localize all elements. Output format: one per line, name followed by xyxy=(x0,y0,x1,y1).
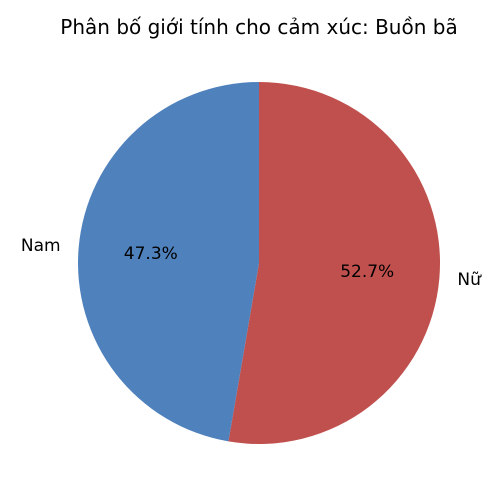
pie-slices xyxy=(78,81,441,444)
pie-slice-2 xyxy=(78,82,259,442)
pie-labels: Nữ 52.7% Nam 47.3% xyxy=(21,236,482,290)
pie-slice-1 xyxy=(228,81,441,444)
pie-slice-percent-2: 47.3% xyxy=(124,244,178,264)
pie-slice-label-1: Nữ xyxy=(457,270,482,290)
pie-slice-percent-1: 52.7% xyxy=(340,262,394,282)
chart-title: Phân bố giới tính cho cảm xúc: Buồn bã xyxy=(60,15,457,39)
pie-slice-label-2: Nam xyxy=(21,236,61,256)
